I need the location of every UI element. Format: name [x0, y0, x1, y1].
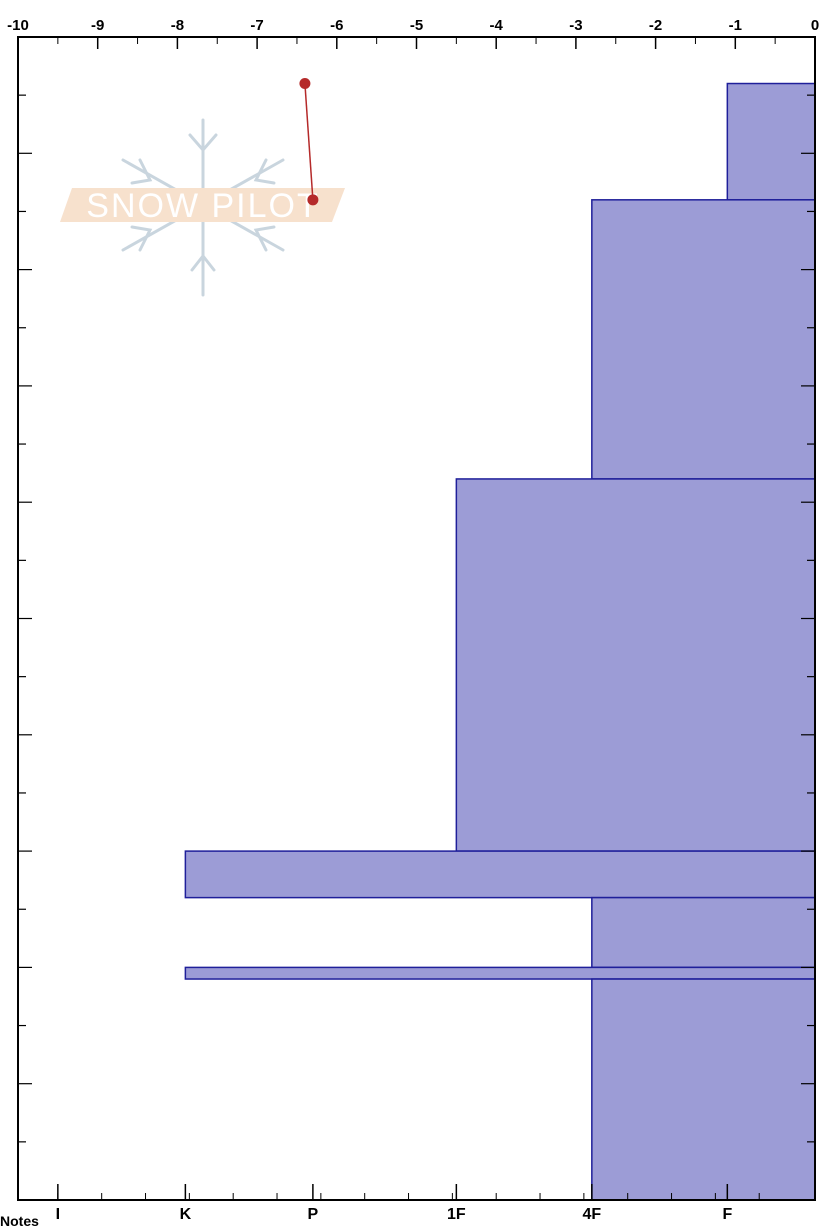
watermark-text: SNOW PILOT	[86, 187, 319, 225]
temperature-axis: -10 -9 -8 -7 -6 -5 -4 -3 -2 -1 0	[7, 17, 819, 49]
hardness-tick-label: 1F	[447, 1206, 466, 1223]
hardness-tick-label: K	[180, 1206, 192, 1223]
hardness-layer-1	[726, 82, 816, 201]
temperature-line	[304, 83, 314, 200]
temperature-point	[299, 78, 311, 90]
temperature-profile	[299, 78, 319, 206]
hardness-tick-label: I	[56, 1206, 60, 1223]
temp-tick-label: -9	[91, 17, 104, 34]
hardness-tick-label: P	[308, 1206, 319, 1223]
hardness-layer-6	[184, 966, 816, 980]
hardness-layer-5	[591, 896, 816, 969]
hardness-layer-3	[455, 478, 816, 852]
temp-tick-label: -7	[250, 17, 263, 34]
temp-tick-label: -1	[729, 17, 742, 34]
temp-tick-label: -5	[410, 17, 423, 34]
header-fragment	[0, 0, 14, 6]
hardness-layer-2	[591, 199, 816, 480]
temperature-point	[307, 194, 319, 206]
notes-label: Notes	[0, 1213, 39, 1229]
temp-tick-label: -3	[569, 17, 582, 34]
snow-pilot-watermark: SNOW PILOT	[60, 118, 345, 297]
temp-tick-label: -6	[330, 17, 343, 34]
temp-tick-label: 0	[811, 17, 819, 34]
hardness-tick-label: 4F	[583, 1206, 602, 1223]
hardness-layer-4	[184, 850, 816, 899]
temp-tick-label: -10	[7, 17, 29, 34]
temp-tick-label: -2	[649, 17, 662, 34]
hardness-layer-7	[591, 978, 816, 1201]
hardness-layers	[184, 82, 816, 1201]
hardness-axis: I K P 1F 4F F	[56, 1184, 760, 1223]
temp-tick-label: -4	[490, 17, 504, 34]
temp-tick-label: -8	[171, 17, 184, 34]
depth-ticks	[18, 94, 815, 1143]
hardness-tick-label: F	[722, 1206, 732, 1223]
